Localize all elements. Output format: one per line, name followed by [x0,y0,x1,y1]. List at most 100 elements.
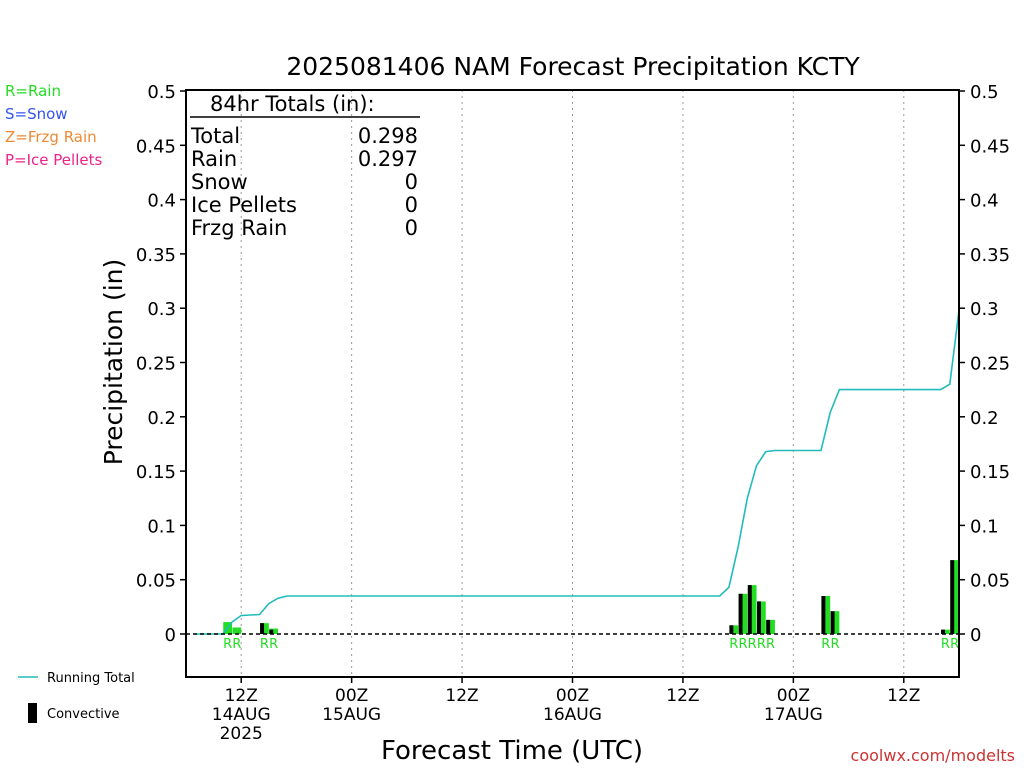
precip-type-label: R [269,637,278,652]
precip-type-label: R [223,637,232,652]
x-tick-label: 00Z [777,686,810,706]
precip-type-label: R [830,637,839,652]
convective-bar [260,623,265,634]
convective-bar [729,625,734,634]
convective-bar [747,585,752,634]
convective-bar [830,611,835,634]
precip-bar [830,611,840,634]
y-tick-label-right: 0 [970,625,981,646]
convective-swatch [28,703,37,723]
y-tick-label-left: 0 [165,625,176,646]
convective-bar [757,601,761,634]
credit-text: coolwx.com/modelts [851,746,1015,765]
precip-type-label: R [821,637,830,652]
precip-bar [729,625,739,634]
precip-bar [757,601,766,634]
y-tick-label-left: 0.05 [136,571,176,592]
precip-type-label: R [757,637,766,652]
precip-type-label: R [729,637,738,652]
totals-row-label: Ice Pellets [191,193,297,217]
y-axes: 0 00.05 0.050.1 0.10.15 0.150.2 0.20.25 0.250.… [136,82,1010,646]
totals-rows: Total 0.298 Rain 0.297 Snow 0 Ice Pellets 0 Frzg… [190,124,418,240]
running-total-legend-label: Running Total [47,671,135,686]
precip-bar [269,628,279,634]
y-tick-label-right: 0.4 [970,191,999,212]
y-tick-label-left: 0.35 [136,245,176,266]
precip-type-label: R [232,637,241,652]
chart-title: 2025081406 NAM Forecast Precipitation KC… [286,52,860,81]
y-tick-label-left: 0.45 [136,136,176,157]
totals-row-label: Rain [191,147,237,171]
precip-type-label: R [738,637,747,652]
x-tick-date-label: 17AUG [764,705,823,725]
y-tick-label-left: 0.5 [147,82,176,103]
y-tick-label-right: 0.15 [970,462,1010,483]
precip-type-label: R [950,637,959,652]
y-tick-label-right: 0.35 [970,245,1010,266]
totals-heading: 84hr Totals (in): [210,92,375,116]
convective-bar [821,595,826,634]
precip-bar [738,593,748,634]
y-tick-label-right: 0.1 [970,516,999,537]
x-tick-date-label: 16AUG [543,705,602,725]
precip-bar [260,623,269,634]
type-legend-item: Z=Frzg Rain [5,128,97,146]
precip-bar [950,560,959,634]
precip-bar [821,595,831,634]
precip-type-label: R [260,637,269,652]
running-total-series [195,310,960,635]
running-total-line [195,310,960,635]
totals-row-value: 0.297 [358,147,418,171]
convective-bar [766,619,771,634]
grid-lines [240,90,905,677]
y-tick-label-right: 0.5 [970,82,999,103]
totals-row-value: 0 [405,193,418,217]
y-tick-label-left: 0.2 [147,408,176,429]
precip-bar [747,585,757,634]
y-axis-label: Precipitation (in) [99,259,128,466]
y-tick-label-left: 0.15 [136,462,176,483]
y-tick-label-right: 0.2 [970,408,999,429]
y-tick-label-right: 0.3 [970,299,999,320]
y-tick-label-left: 0.3 [147,299,176,320]
convective-legend-label: Convective [47,707,120,722]
y-tick-label-right: 0.05 [970,571,1010,592]
x-tick-label: 12Z [225,686,258,706]
y-tick-label-right: 0.45 [970,136,1010,157]
x-axis-label: Forecast Time (UTC) [381,736,643,766]
x-tick-year-label: 2025 [220,724,263,744]
type-legend-item: P=Ice Pellets [5,151,102,169]
type-legend-item: R=Rain [5,82,61,100]
x-tick-label: 00Z [335,686,368,706]
totals-row-value: 0.298 [358,124,418,148]
convective-bar [941,629,945,634]
totals-row-value: 0 [405,216,418,240]
precip-bar [232,627,242,634]
x-tick-date-label: 15AUG [322,705,381,725]
y-tick-label-left: 0.1 [147,516,176,537]
convective-bar [269,629,274,634]
totals-box: 84hr Totals (in): Total 0.298 Rain 0.297 Sno… [190,92,420,240]
totals-row-value: 0 [405,170,418,194]
x-tick-label: 12Z [445,686,478,706]
x-tick-date-label: 14AUG [212,705,271,725]
type-legend-item: S=Snow [5,105,68,123]
totals-row-label: Snow [191,170,248,194]
totals-row-label: Frzg Rain [191,216,287,240]
y-tick-label-left: 0.25 [136,354,176,375]
precip-bar [766,619,775,634]
precip-type-label: R [941,637,950,652]
convective-bar [950,560,955,634]
precip-type-label: R [766,637,775,652]
x-tick-label: 12Z [666,686,699,706]
convective-bar [738,593,743,634]
y-tick-label-left: 0.4 [147,191,176,212]
y-tick-label-right: 0.25 [970,354,1010,375]
precip-bar [941,629,950,634]
totals-row-label: Total [190,124,240,148]
type-legend: R=Rain S=Snow Z=Frzg Rain P=Ice Pellets [5,82,102,169]
x-tick-label: 12Z [887,686,920,706]
